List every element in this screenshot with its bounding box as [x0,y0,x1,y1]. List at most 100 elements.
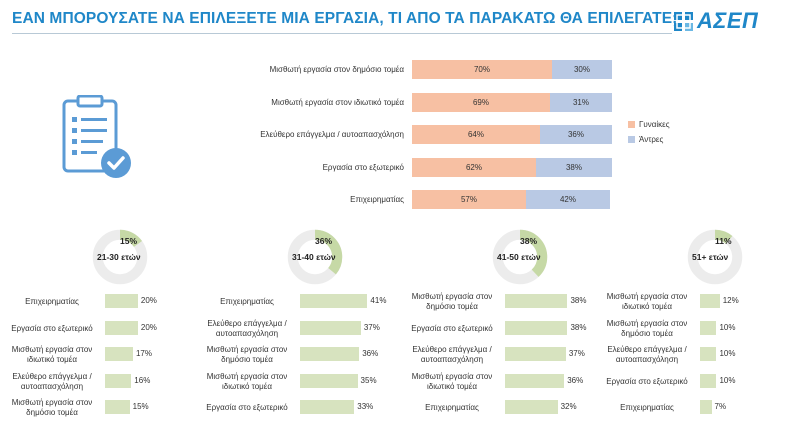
age-bar-value: 7% [714,402,727,411]
age-bar [105,347,133,361]
donut-share-label: 38% [520,236,538,246]
asep-logo-icon [674,12,693,31]
age-category-label: Μισθωτή εργασία στον δημόσιο τομέα [411,292,493,311]
age-category-label: Επιχειρηματίας [25,297,79,306]
age-category-label: Μισθωτή εργασία στον δημόσιο τομέα [206,345,288,364]
age-bar [105,294,138,308]
age-bar-value: 33% [357,402,374,411]
age-bar-value: 32% [560,402,577,411]
donut-share-slice [92,229,148,285]
age-share-donut [492,229,548,285]
men-segment: 38% [536,157,612,177]
men-segment: 36% [540,125,612,144]
clipboard-checklist-icon [62,95,131,178]
page-title: ΕΑΝ ΜΠΟΡΟΥΣΑΤΕ ΝΑ ΕΠΙΛΕΞΕΤΕ ΜΙΑ ΕΡΓΑΣΙΑ,… [12,10,678,27]
men-segment: 31% [550,92,612,112]
asep-logo: ΑΣΕΠ [674,8,774,34]
age-bar [505,347,566,361]
age-bar [105,400,130,414]
gender-category-label: Ελεύθερο επάγγελμα / αυτοαπασχόληση [260,130,404,139]
age-bar-value: 38% [570,296,587,305]
women-segment: 57% [412,190,526,209]
age-category-label: Εργασία στο εξωτερικό [606,376,688,386]
age-category-label: Μισθωτή εργασία στον ιδιωτικό τομέα [411,371,493,391]
age-category-label: Εργασία στο εξωτερικό [206,403,288,412]
age-bar-value: 10% [719,375,736,385]
donut-share-label: 15% [120,236,138,246]
donut-share-slice [492,229,548,285]
donut-share-label: 36% [315,236,333,246]
age-group-label: 51+ ετών [692,252,729,262]
age-bar-value: 36% [362,349,379,358]
age-panel-31-40: 36% 31-40 ετών Επιχειρηματίας 41% Ελεύθερο ε… [195,225,387,421]
age-bar [505,320,568,335]
title-rule [12,33,672,34]
women-segment: 70% [412,60,552,79]
women-segment: 64% [412,125,540,144]
men-segment: 30% [552,60,612,79]
age-bar-value: 10% [719,349,736,358]
gender-bar: 64% 36% [412,125,612,144]
gender-category-label: Επιχειρηματίας [350,195,404,204]
legend-swatch-men [628,136,635,143]
age-bar [700,400,712,414]
age-panel-41-50: 38% 41-50 ετών Μισθωτή εργασία στον δημόσι… [400,225,590,421]
age-group-label: 41-50 ετών [497,252,541,262]
gender-category-label: Εργασία στο εξωτερικό [322,162,404,172]
age-category-label: Εργασία στο εξωτερικό [11,323,93,333]
age-bar-value: 35% [360,375,377,385]
donut-track [687,229,743,285]
men-segment: 42% [526,190,610,209]
age-category-label: Μισθωτή εργασία στον ιδιωτικό τομέα [11,345,93,364]
age-bar-value: 20% [140,322,157,332]
age-bar [700,373,717,388]
age-category-label: Μισθωτή εργασία στον ιδιωτικό τομέα [206,371,288,391]
age-category-label: Επιχειρηματίας [220,297,274,306]
age-group-label: 31-40 ετών [292,252,336,262]
age-bar-value: 16% [134,375,151,385]
logo-text: ΑΣΕΠ [697,8,759,33]
legend-label-men: Άντρες [639,135,664,144]
age-bar-value: 41% [370,296,387,305]
age-category-label: Ελεύθερο επάγγελμα / αυτοαπασχόληση [412,345,492,364]
age-bar-value: 36% [567,375,584,385]
age-bar-value: 20% [140,296,157,305]
age-category-label: Μισθωτή εργασία στον δημόσιο τομέα [11,398,93,417]
gender-category-label: Μισθωτή εργασία στον δημόσιο τομέα [269,65,404,74]
age-category-label: Ελεύθερο επάγγελμα / αυτοαπασχόληση [207,318,287,338]
age-share-donut [287,229,343,285]
donut-share-slice [287,229,343,285]
gender-bar: 57% 42% [412,190,612,209]
gender-bar: 70% 30% [412,60,612,79]
age-category-label: Εργασία στο εξωτερικό [411,323,493,333]
age-bar-value: 37% [363,322,380,332]
age-bar [700,347,717,361]
legend-item-women: Γυναίκες [628,117,670,132]
gender-bar: 69% 31% [412,92,612,112]
age-bar [300,294,368,308]
age-category-label: Ελεύθερο επάγγελμα / αυτοαπασχόληση [12,371,92,391]
age-bar [700,294,720,308]
legend-label-women: Γυναίκες [639,120,670,129]
age-group-label: 21-30 ετών [97,252,141,262]
age-category-label: Μισθωτή εργασία στον δημόσιο τομέα [606,318,688,338]
age-bar-value: 17% [135,349,152,358]
age-bar [300,400,355,414]
age-bar [300,373,358,388]
age-bar-value: 38% [570,322,587,332]
age-bar-value: 37% [568,349,585,358]
age-bar [300,347,360,361]
age-bar [105,320,138,335]
age-category-label: Μισθωτή εργασία στον ιδιωτικό τομέα [606,292,688,311]
age-panel-51-plus: 11% 51+ ετών Μισθωτή εργασία στον ιδιωτικό… [595,225,785,421]
age-bar [700,320,717,335]
gender-bar: 62% 38% [412,157,612,177]
age-bar [105,373,132,388]
age-bar [300,320,361,335]
age-share-donut [687,229,743,285]
age-panel-21-30: 15% 21-30 ετών Επιχειρηματίας 20% Εργασία στ… [0,225,190,421]
age-bar [505,373,565,388]
age-category-label: Ελεύθερο επάγγελμα / αυτοαπασχόληση [607,345,687,364]
age-bar-value: 15% [132,402,149,411]
legend-item-men: Άντρες [628,132,670,147]
